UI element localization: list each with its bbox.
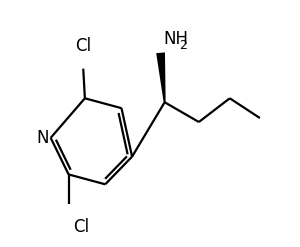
Text: 2: 2: [179, 39, 187, 52]
Text: Cl: Cl: [73, 218, 89, 236]
Text: N: N: [36, 129, 48, 147]
Text: Cl: Cl: [75, 37, 91, 55]
Polygon shape: [156, 52, 166, 102]
Text: NH: NH: [163, 30, 188, 48]
